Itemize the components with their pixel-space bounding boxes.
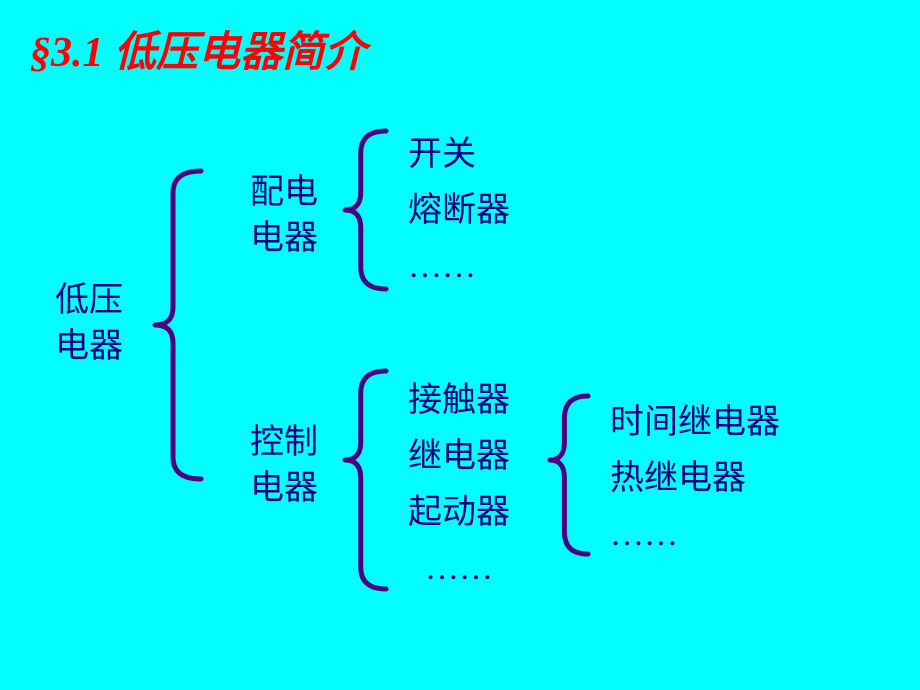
brace-relay [0,0,920,690]
diagram-canvas: §3.1 低压电器简介 低压 电器 配电 电器 控制 电器 开关 熔断器 …… … [0,0,920,690]
